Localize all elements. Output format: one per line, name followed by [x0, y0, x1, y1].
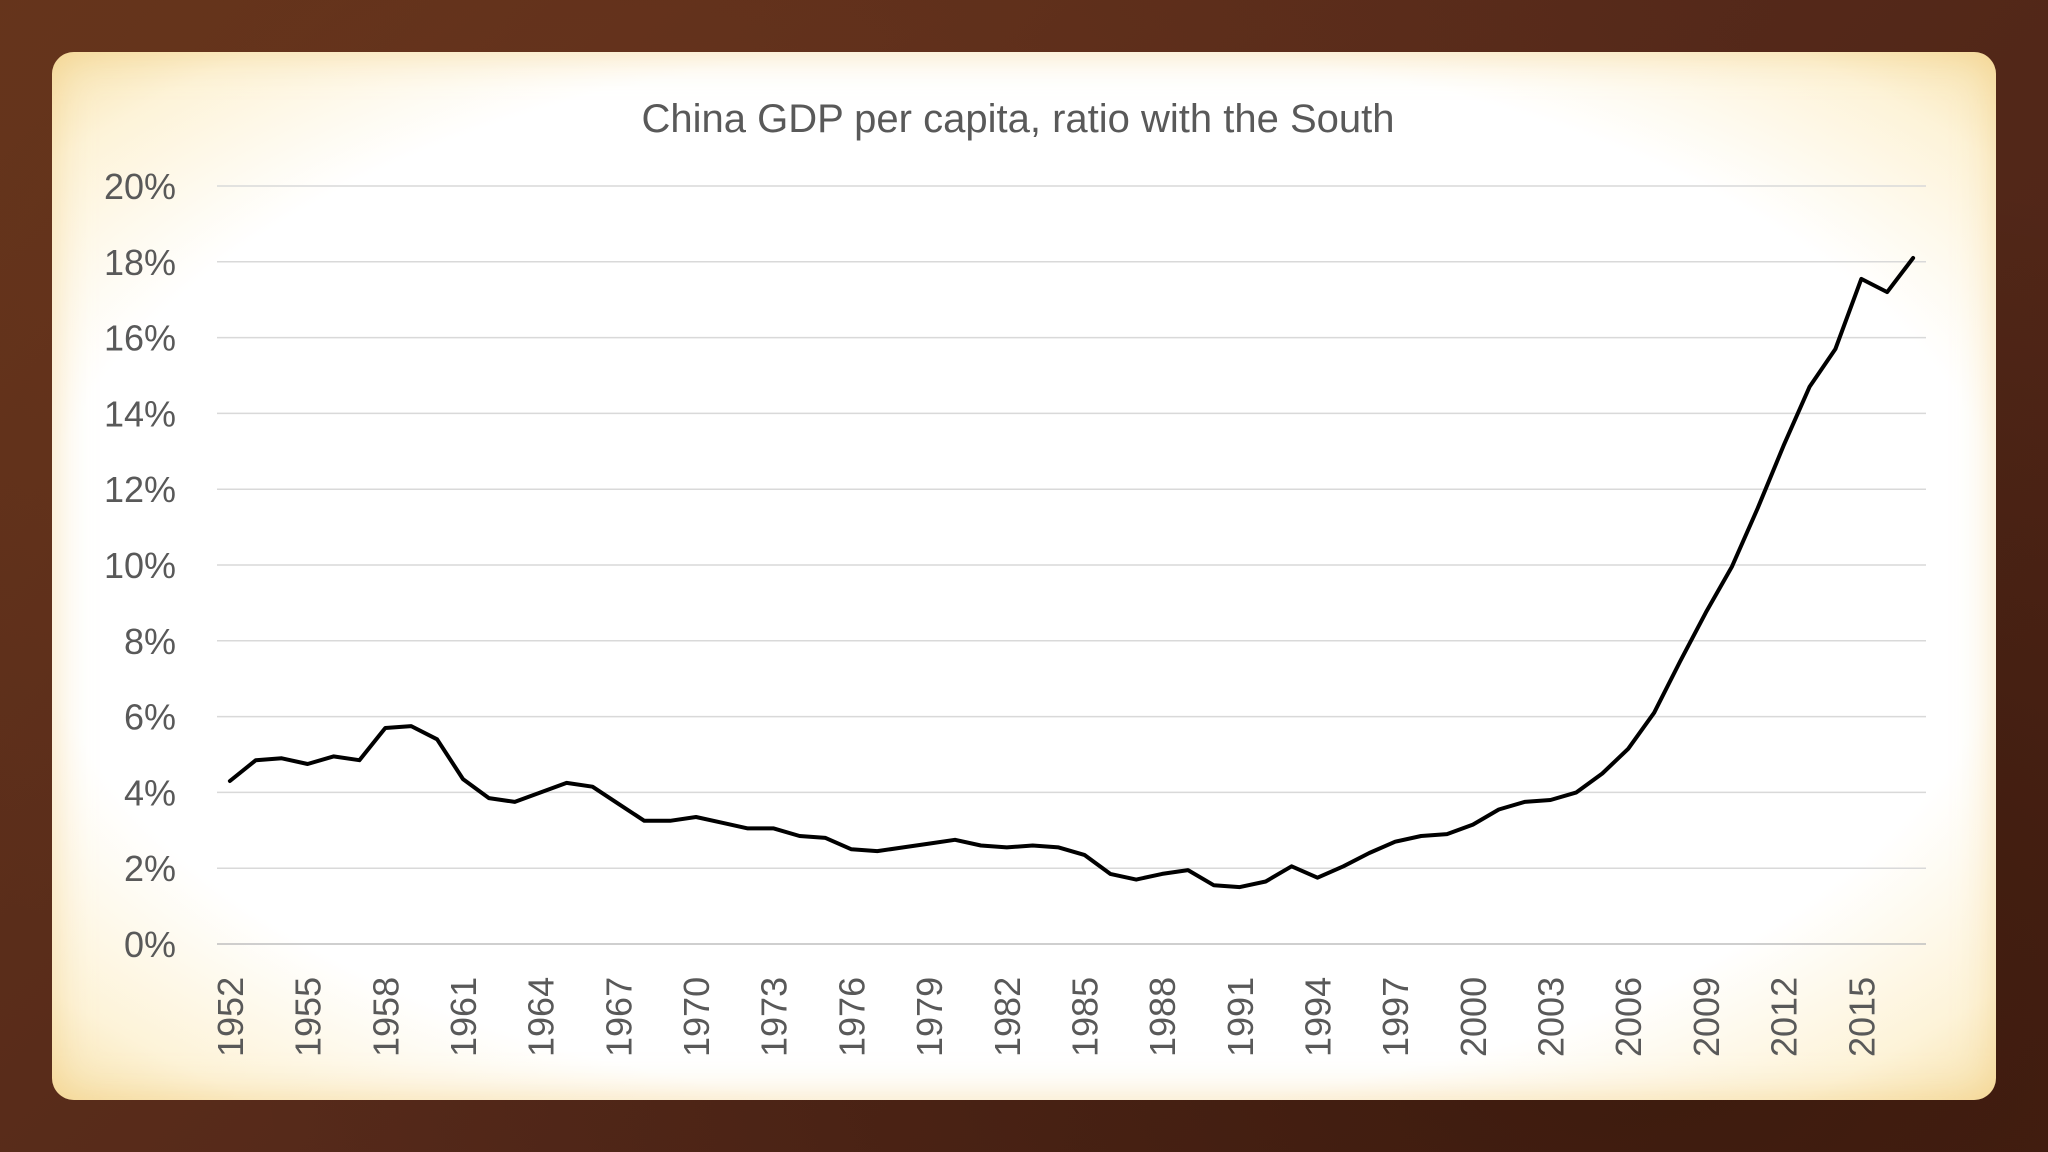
x-tick-label: 2015: [1841, 977, 1882, 1057]
x-tick-label: 1964: [521, 977, 562, 1057]
y-tick-label: 18%: [104, 242, 176, 283]
series-group: [227, 256, 1916, 890]
y-tick-label: 2%: [124, 848, 176, 889]
x-tick-label: 2003: [1531, 977, 1572, 1057]
y-tick-label: 0%: [124, 924, 176, 965]
x-tick-label: 1952: [210, 977, 251, 1057]
x-tick-label: 1976: [831, 977, 872, 1057]
gridlines: [217, 185, 1926, 945]
x-tick-label: 1997: [1375, 977, 1416, 1057]
x-axis-tick-labels: 1952 1955 1958 1961 1964 1967 1970 1973 1976 1979…: [210, 977, 1882, 1057]
y-tick-label: 10%: [104, 545, 176, 586]
y-tick-label: 4%: [124, 772, 176, 813]
x-tick-label: 2000: [1453, 977, 1494, 1057]
series-line: [227, 256, 1916, 890]
x-tick-label: 1982: [987, 977, 1028, 1057]
x-tick-label: 1988: [1142, 977, 1183, 1057]
y-tick-label: 16%: [104, 318, 176, 359]
y-tick-label: 20%: [104, 166, 176, 207]
x-tick-label: 1991: [1220, 977, 1261, 1057]
x-tick-label: 2012: [1764, 977, 1805, 1057]
y-axis-tick-labels: 0% 2% 4% 6% 8% 10% 12% 14% 16% 18% 20%: [104, 166, 176, 965]
x-tick-label: 1985: [1064, 977, 1105, 1057]
x-tick-label: 1967: [598, 977, 639, 1057]
y-tick-label: 14%: [104, 393, 176, 434]
y-tick-label: 6%: [124, 697, 176, 738]
x-tick-label: 1961: [443, 977, 484, 1057]
y-tick-label: 12%: [104, 469, 176, 510]
x-tick-label: 1973: [754, 977, 795, 1057]
x-tick-label: 1979: [909, 977, 950, 1057]
x-tick-label: 1994: [1297, 977, 1338, 1057]
x-tick-label: 2006: [1608, 977, 1649, 1057]
x-tick-label: 1970: [676, 977, 717, 1057]
x-tick-label: 2009: [1686, 977, 1727, 1057]
x-tick-label: 1955: [288, 977, 329, 1057]
x-tick-label: 1958: [365, 977, 406, 1057]
slide-card: [52, 52, 1996, 1100]
y-tick-label: 8%: [124, 621, 176, 662]
chart-title: China GDP per capita, ratio with the Sou…: [641, 97, 1394, 141]
